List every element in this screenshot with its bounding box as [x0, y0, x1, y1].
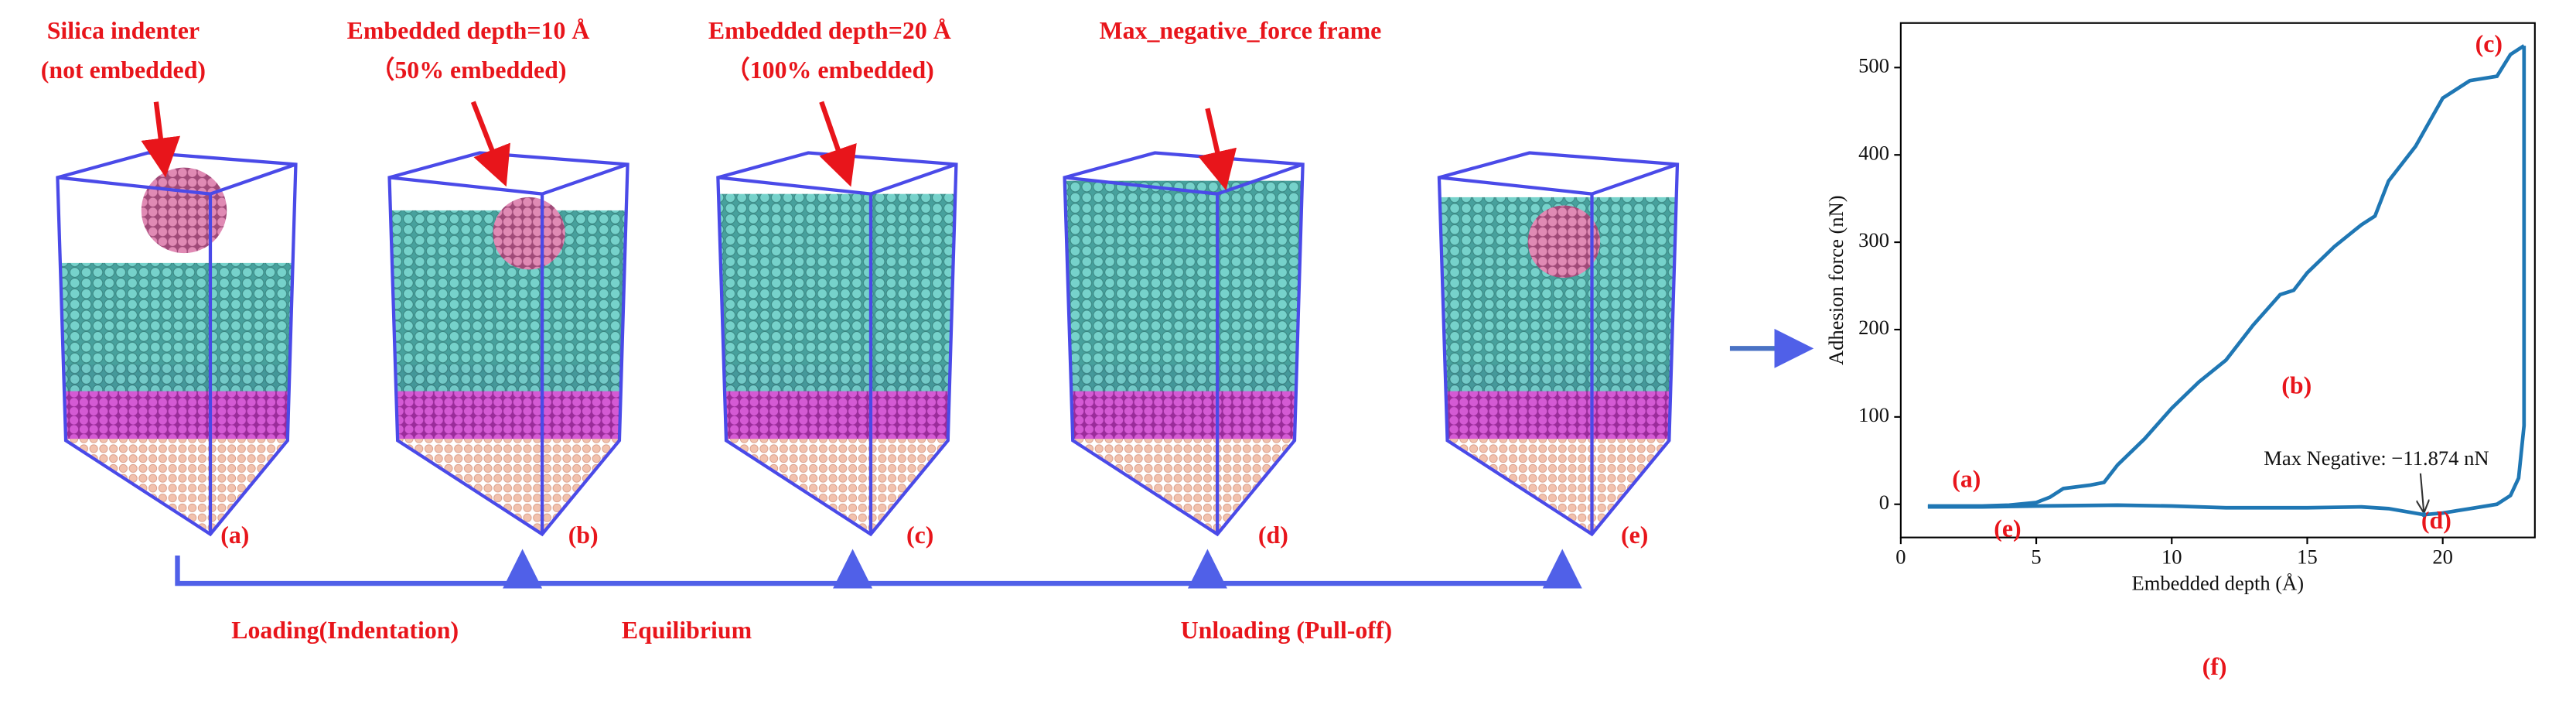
box-outline	[1437, 151, 1680, 537]
box-edge	[1064, 176, 1218, 196]
curve-annotation: (b)	[2281, 372, 2312, 399]
pointer-arrow	[1198, 108, 1237, 191]
max-negative-arrow	[2421, 473, 2424, 511]
panel-caption: Silica indenter	[47, 17, 200, 44]
pointer-arrow	[819, 101, 857, 187]
plot-frame	[1899, 22, 2536, 539]
stage-label: Unloading (Pull-off)	[1181, 617, 1392, 644]
y-tick-label: 0	[1879, 491, 1889, 514]
polymer-layer	[718, 193, 957, 392]
panel-label: (d)	[1258, 521, 1288, 549]
panel-caption: Max_negative_force frame	[1100, 17, 1382, 44]
box-outline	[1063, 151, 1305, 537]
pointer-arrow	[470, 101, 510, 187]
simulation-box	[718, 193, 957, 535]
y-tick-label: 300	[1858, 228, 1889, 251]
panel-label: (a)	[220, 521, 249, 549]
box-edge	[57, 176, 211, 196]
process-line	[175, 556, 1563, 586]
max-negative-point	[2421, 511, 2427, 518]
panel-caption: （50% embedded)	[370, 56, 566, 84]
polymer-layer	[1064, 180, 1303, 392]
panel-label: (f)	[2202, 653, 2227, 680]
panel-caption: (not embedded)	[41, 56, 206, 84]
data-line	[1927, 44, 2526, 508]
panel-caption: （100% embedded)	[725, 56, 934, 84]
x-tick-label: 10	[2161, 545, 2182, 568]
stage-label: Equilibrium	[622, 617, 752, 644]
curve-annotation: (c)	[2475, 30, 2503, 57]
simulation-box	[57, 262, 296, 535]
polymer-layer	[57, 262, 296, 392]
box-edge	[718, 176, 872, 196]
stage-label: Loading(Indentation)	[231, 617, 459, 644]
panel-label: (e)	[1621, 521, 1648, 549]
box-edge	[1591, 162, 1678, 196]
curve-annotation: (d)	[2421, 507, 2451, 534]
indenter	[141, 167, 227, 254]
x-tick-label: 20	[2432, 545, 2453, 568]
panel-caption: Embedded depth=10 Å	[347, 17, 590, 44]
y-axis-label: Adhesion force (nN)	[1824, 195, 1848, 365]
box-outline	[716, 151, 958, 537]
y-tick-label: 100	[1858, 403, 1889, 426]
max-negative-note: Max Negative: −11.874 nN	[2264, 446, 2489, 470]
box-edge	[389, 176, 543, 196]
box-edge	[1438, 176, 1592, 196]
data-line	[1927, 46, 2527, 517]
x-tick-label: 15	[2297, 545, 2318, 568]
x-tick-label: 5	[2031, 545, 2041, 568]
panel-label: (c)	[906, 521, 933, 549]
y-tick-label: 400	[1858, 141, 1889, 164]
y-tick-label: 500	[1858, 53, 1889, 77]
x-axis-label: Embedded depth (Å)	[2132, 571, 2305, 594]
box-edge	[541, 162, 629, 196]
panel-caption: Embedded depth=20 Å	[708, 17, 951, 44]
curve-annotation: (e)	[1994, 515, 2021, 542]
x-tick-label: 0	[1895, 545, 1906, 568]
curve-annotation: (a)	[1952, 466, 1981, 493]
pointer-arrow	[141, 101, 181, 178]
indenter	[493, 197, 565, 270]
simulation-box	[1064, 180, 1303, 535]
indenter	[1527, 205, 1601, 279]
box-edge	[870, 162, 957, 196]
box-edge	[210, 162, 297, 196]
y-tick-label: 200	[1858, 316, 1889, 339]
panel-label: (b)	[568, 521, 599, 549]
